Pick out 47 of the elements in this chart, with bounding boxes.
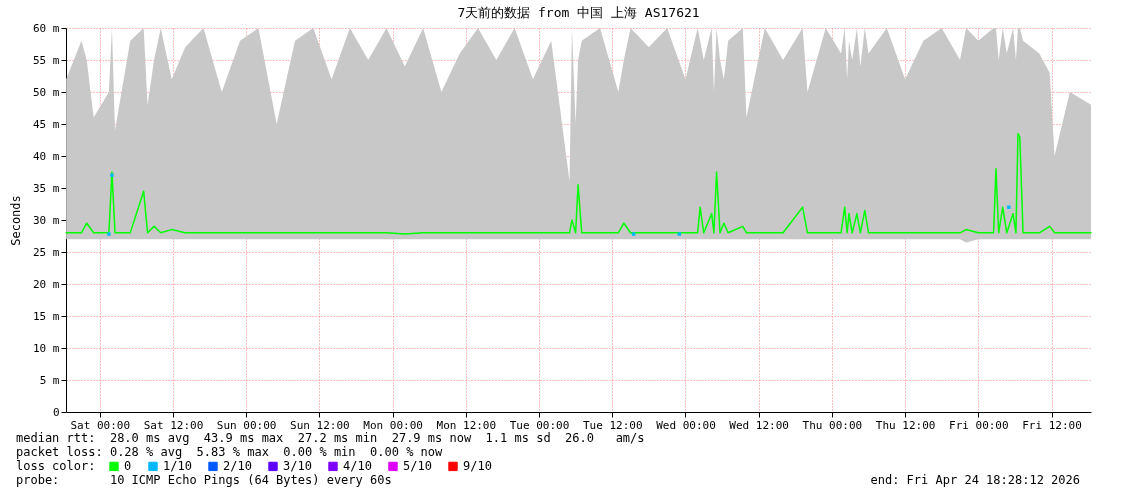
text: end: Fri Apr 24 18:28:12 2026 bbox=[870, 473, 1080, 487]
y-tick-label: 60 m bbox=[33, 21, 60, 35]
legend-label: 0 bbox=[124, 459, 132, 474]
y-tick-label: 35 m bbox=[33, 181, 60, 195]
legend-title: loss color: bbox=[16, 459, 96, 473]
y-axis-title: Seconds bbox=[9, 195, 24, 246]
x-tick-label: Tue 12:00 bbox=[582, 418, 643, 432]
legend-label: 3/10 bbox=[283, 459, 312, 474]
chart-title: 7天前的数据 from 中国 上海 AS17621 bbox=[457, 5, 700, 20]
x-tick-label: Wed 00:00 bbox=[656, 418, 716, 432]
point bbox=[677, 232, 682, 236]
x-tick-label: Sat 00:00 bbox=[70, 418, 131, 432]
text: probe: 10 ICMP Echo Pings (64 Bytes) every 60s bbox=[16, 473, 392, 487]
point bbox=[631, 232, 636, 236]
y-tick-label: 45 m bbox=[33, 117, 60, 131]
text: median rtt: 28.0 ms avg 43.9 ms max 27.2 ms min 27.9 ms now 1.1 ms sd 26.0 am/s bbox=[16, 431, 645, 445]
x-tick-label: Thu 00:00 bbox=[802, 418, 863, 432]
legend-label: 2/10 bbox=[223, 459, 252, 474]
point bbox=[110, 173, 114, 177]
x-tick-label: Sun 12:00 bbox=[290, 418, 350, 432]
y-tick-label: 0 bbox=[52, 405, 60, 419]
y-tick-label: 40 m bbox=[33, 149, 60, 163]
point bbox=[107, 232, 111, 236]
y-tick-label: 50 m bbox=[33, 85, 60, 99]
y-tick-label: 20 m bbox=[33, 277, 60, 291]
y-tick-label: 5 m bbox=[39, 373, 60, 387]
x-tick-label: Fri 00:00 bbox=[949, 418, 1009, 432]
y-tick-label: 55 m bbox=[33, 53, 60, 67]
y-tick-label: 25 m bbox=[33, 245, 60, 259]
legend-label: 4/10 bbox=[343, 459, 372, 474]
x-tick-label: Tue 00:00 bbox=[509, 418, 570, 432]
y-tick-label: 10 m bbox=[33, 341, 60, 355]
y-tick-label: 15 m bbox=[33, 309, 60, 323]
x-tick-label: Mon 00:00 bbox=[363, 418, 423, 432]
x-tick-label: Thu 12:00 bbox=[875, 418, 936, 432]
text: packet loss: 0.28 % avg 5.83 % max 0.00 % min 0.00 % now bbox=[16, 445, 444, 459]
line-series bbox=[65, 132, 1092, 235]
point bbox=[1007, 205, 1011, 209]
x-tick-label: Mon 12:00 bbox=[436, 418, 497, 432]
y-tick-label: 30 m bbox=[33, 213, 60, 227]
legend-label: 1/10 bbox=[163, 459, 192, 474]
legend-label: 9/10 bbox=[463, 459, 492, 474]
x-tick-label: Sat 12:00 bbox=[143, 418, 204, 432]
x-tick-label: Wed 12:00 bbox=[729, 418, 789, 432]
legend-label: 5/10 bbox=[403, 459, 432, 474]
x-tick-label: Sun 00:00 bbox=[216, 418, 277, 432]
x-tick-label: Fri 12:00 bbox=[1022, 418, 1082, 432]
